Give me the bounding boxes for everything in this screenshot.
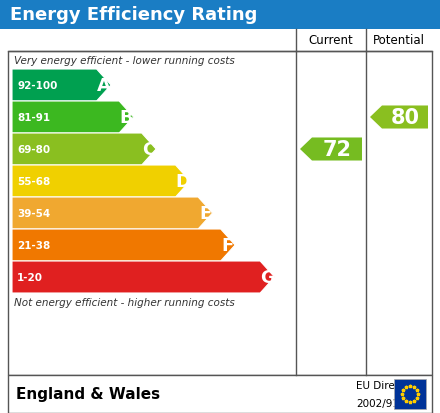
Text: 2002/91/EC: 2002/91/EC bbox=[356, 398, 416, 408]
Text: G: G bbox=[260, 268, 275, 286]
Bar bbox=[8, 52, 432, 375]
Text: 1-20: 1-20 bbox=[17, 272, 43, 282]
Text: England & Wales: England & Wales bbox=[16, 387, 160, 401]
Text: Not energy efficient - higher running costs: Not energy efficient - higher running co… bbox=[14, 297, 235, 307]
Polygon shape bbox=[300, 138, 362, 161]
Text: 39-54: 39-54 bbox=[17, 209, 50, 218]
Text: A: A bbox=[97, 77, 111, 95]
Text: 80: 80 bbox=[391, 108, 419, 128]
Polygon shape bbox=[12, 230, 235, 261]
Polygon shape bbox=[12, 197, 213, 230]
Text: Very energy efficient - lower running costs: Very energy efficient - lower running co… bbox=[14, 56, 235, 66]
Bar bbox=[394, 379, 426, 409]
Text: D: D bbox=[175, 173, 190, 190]
Text: E: E bbox=[199, 204, 212, 223]
Text: B: B bbox=[120, 109, 133, 127]
Text: EU Directive: EU Directive bbox=[356, 380, 420, 390]
Text: 92-100: 92-100 bbox=[17, 81, 57, 91]
Text: Energy Efficiency Rating: Energy Efficiency Rating bbox=[10, 6, 257, 24]
Text: 21-38: 21-38 bbox=[17, 240, 50, 250]
Text: 81-91: 81-91 bbox=[17, 113, 50, 123]
Text: Potential: Potential bbox=[373, 34, 425, 47]
Polygon shape bbox=[12, 166, 190, 197]
Text: C: C bbox=[142, 141, 156, 159]
Text: Current: Current bbox=[308, 34, 353, 47]
Polygon shape bbox=[12, 261, 275, 293]
Text: 55-68: 55-68 bbox=[17, 177, 50, 187]
Polygon shape bbox=[12, 102, 134, 134]
Polygon shape bbox=[12, 134, 156, 166]
Bar bbox=[0, 0, 440, 30]
Polygon shape bbox=[12, 70, 111, 102]
Text: 72: 72 bbox=[323, 140, 352, 159]
Text: 69-80: 69-80 bbox=[17, 145, 50, 154]
Bar bbox=[8, 375, 432, 413]
Text: F: F bbox=[222, 236, 234, 254]
Polygon shape bbox=[370, 106, 428, 129]
